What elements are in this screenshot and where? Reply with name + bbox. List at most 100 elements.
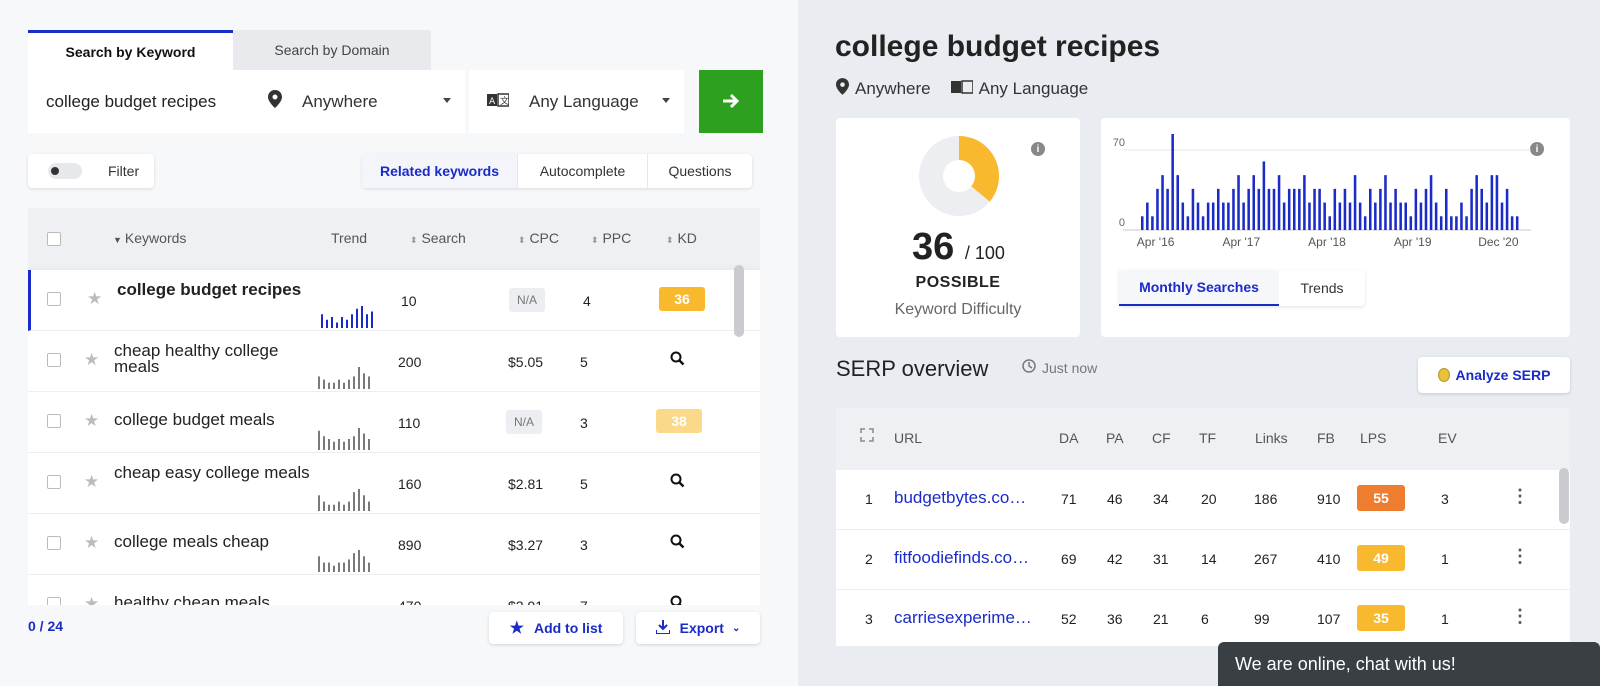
info-icon[interactable]: i [1031, 142, 1045, 156]
serp-rank: 1 [865, 491, 873, 507]
tab-search-by-domain[interactable]: Search by Domain [233, 30, 431, 70]
row-keyword[interactable]: cheap easy college meals [114, 463, 310, 482]
tab-related-keywords[interactable]: Related keywords [362, 154, 518, 188]
chart-bar [1181, 202, 1185, 230]
star-icon[interactable]: ★ [84, 411, 100, 430]
more-options-icon[interactable]: ⋮ [1511, 546, 1529, 566]
table-header: ▼ Keywords Trend ⬍ Search ⬍ CPC ⬍ PPC ⬍ K… [28, 208, 760, 270]
header-ppc: PPC [602, 230, 632, 246]
select-all-checkbox[interactable] [47, 232, 61, 246]
chart-bar [1156, 188, 1159, 230]
more-options-icon[interactable]: ⋮ [1511, 486, 1529, 506]
chart-bar [1439, 216, 1443, 230]
serp-url-link[interactable]: budgetbytes.co… [894, 488, 1027, 507]
trend-bar [328, 439, 330, 450]
serp-url-link[interactable]: fitfoodiefinds.co… [894, 548, 1030, 567]
chart-bar [1404, 202, 1407, 230]
trend-bar [363, 373, 365, 389]
chart-bar [1434, 202, 1438, 230]
sort-kd[interactable]: ⬍ KD [666, 230, 697, 246]
kd-card: i 36 / 100 POSSIBLE Keyword Difficulty [836, 118, 1080, 337]
tab-monthly-searches[interactable]: Monthly Searches [1119, 270, 1279, 306]
search-icon[interactable] [670, 351, 685, 370]
more-options-icon[interactable]: ⋮ [1511, 606, 1529, 626]
chart-bar [1333, 188, 1337, 230]
serp-header-fb: FB [1317, 430, 1335, 446]
table-row[interactable]: ★ cheap easy college meals 160 $2.81 5 [28, 453, 760, 514]
row-keyword[interactable]: college budget meals [114, 410, 275, 429]
chart-bar [1247, 188, 1250, 230]
chat-widget[interactable]: We are online, chat with us! [1218, 642, 1600, 686]
chart-bar [1242, 202, 1245, 230]
row-ppc: 7 [580, 598, 588, 605]
expand-icon[interactable] [860, 428, 874, 445]
row-checkbox[interactable] [47, 353, 61, 367]
export-button[interactable]: Export ⌄ [636, 612, 760, 644]
add-to-list-button[interactable]: ★ Add to list [489, 612, 623, 644]
search-button[interactable] [699, 70, 763, 133]
sort-ppc[interactable]: ⬍ PPC [591, 230, 631, 246]
tab-questions[interactable]: Questions [668, 163, 732, 179]
keyword-rows: ★ college budget recipes 10 N/A 4 36 ★ cheap he… [28, 270, 760, 605]
chart-bar [1191, 188, 1195, 230]
table-row[interactable]: ★ cheap healthy college meals 200 $5.05 5 [28, 331, 760, 392]
table-scrollbar[interactable] [734, 265, 744, 337]
location-select[interactable]: Anywhere [250, 70, 465, 133]
serp-time: Just now [1022, 359, 1097, 376]
row-search: 10 [401, 293, 417, 309]
table-row[interactable]: ★ college budget meals 110 N/A 3 38 [28, 392, 760, 453]
serp-da: 52 [1061, 611, 1077, 627]
row-keyword[interactable]: cheap healthy college meals [114, 341, 279, 376]
chart-bar [1374, 202, 1377, 230]
star-icon[interactable]: ★ [84, 594, 100, 605]
chart-bar [1166, 188, 1169, 230]
row-checkbox[interactable] [47, 475, 61, 489]
info-icon[interactable]: i [1530, 142, 1544, 156]
row-checkbox[interactable] [47, 414, 61, 428]
table-row[interactable]: ★ healthy cheap meals 470 $2.91 7 [28, 575, 760, 605]
tab-autocomplete[interactable]: Autocomplete [518, 154, 648, 188]
serp-header-lps: LPS [1360, 430, 1387, 446]
row-search: 890 [398, 537, 422, 553]
sort-search[interactable]: ⬍ Search [410, 230, 466, 246]
row-checkbox[interactable] [47, 597, 61, 605]
star-icon[interactable]: ★ [84, 350, 100, 369]
toggle-switch[interactable] [48, 163, 82, 179]
sort-icon: ⬍ [518, 235, 526, 245]
star-icon[interactable]: ★ [84, 472, 100, 491]
row-keyword[interactable]: college meals cheap [114, 532, 269, 551]
lemon-icon [1437, 368, 1450, 382]
serp-fb: 410 [1317, 551, 1341, 567]
search-icon[interactable] [670, 473, 685, 492]
chart-bar [1262, 161, 1266, 230]
serp-links: 99 [1254, 611, 1270, 627]
tab-search-by-keyword[interactable]: Search by Keyword [28, 30, 233, 70]
sort-cpc[interactable]: ⬍ CPC [518, 230, 559, 246]
chart-bar [1277, 175, 1281, 230]
serp-header-ev: EV [1438, 430, 1457, 446]
serp-url-link[interactable]: carriesexperime… [894, 608, 1032, 627]
row-ppc: 4 [583, 293, 591, 309]
row-keyword[interactable]: healthy cheap meals [114, 593, 270, 605]
tab-trends[interactable]: Trends [1300, 280, 1344, 296]
y-tick-label: 0 [1119, 217, 1125, 229]
row-checkbox[interactable] [47, 292, 61, 306]
row-checkbox[interactable] [47, 536, 61, 550]
chart-bar [1358, 202, 1362, 230]
table-row[interactable]: ★ college budget recipes 10 N/A 4 36 [28, 270, 760, 331]
search-icon[interactable] [670, 534, 685, 553]
chart-bar [1186, 216, 1190, 230]
serp-tf: 20 [1201, 491, 1217, 507]
sort-keywords[interactable]: ▼ Keywords [113, 230, 186, 246]
chart-bar [1211, 202, 1215, 230]
analyze-serp-button[interactable]: Analyze SERP [1418, 357, 1570, 393]
search-icon[interactable] [670, 595, 685, 605]
star-icon[interactable]: ★ [84, 533, 100, 552]
row-keyword[interactable]: college budget recipes [117, 280, 302, 299]
table-row[interactable]: ★ college meals cheap 890 $3.27 3 [28, 514, 760, 575]
keyword-input[interactable]: college budget recipes [28, 70, 250, 133]
star-icon[interactable]: ★ [87, 289, 103, 308]
filter-toggle[interactable]: Filter [28, 154, 154, 188]
serp-scrollbar[interactable] [1559, 468, 1569, 524]
